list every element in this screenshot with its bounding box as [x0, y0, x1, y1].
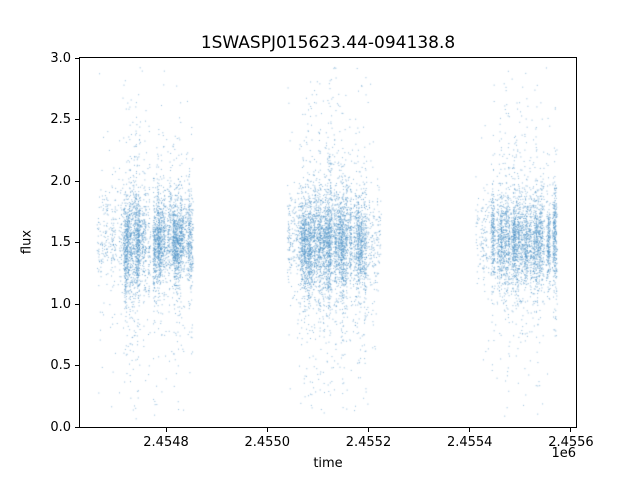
x-tick-mark: [469, 428, 471, 432]
y-tick-label: 0.0: [50, 419, 71, 435]
x-tick-label: 2.4552: [345, 435, 392, 450]
y-tick-mark: [75, 426, 79, 428]
x-tick-label: 2.4550: [244, 435, 291, 450]
y-tick-label: 1.0: [50, 296, 71, 312]
y-tick-mark: [75, 365, 79, 366]
x-tick-mark: [367, 428, 369, 432]
chart-title: 1SWASPJ015623.44-094138.8: [200, 33, 456, 53]
scatter-canvas: [80, 58, 576, 427]
y-tick-mark: [75, 242, 79, 243]
x-tick-mark: [570, 428, 572, 432]
x-tick-label: 2.4548: [143, 435, 189, 450]
y-tick-mark: [75, 303, 79, 305]
y-tick-mark: [75, 119, 79, 120]
y-tick-label: 1.5: [50, 235, 71, 250]
y-tick-mark: [75, 180, 79, 182]
x-tick-label: 2.4554: [446, 435, 493, 450]
plot-area: [79, 57, 577, 428]
x-tick-mark: [266, 428, 268, 432]
x-axis-offset-label: 1e6: [551, 446, 576, 461]
y-tick-label: 2.5: [50, 112, 71, 127]
x-tick-mark: [165, 428, 167, 432]
y-tick-mark: [75, 57, 79, 59]
y-tick-label: 3.0: [50, 50, 71, 66]
x-axis-label: time: [313, 456, 343, 471]
x-tick-label: 2.4556: [548, 435, 594, 450]
y-tick-label: 0.5: [50, 358, 71, 373]
y-tick-label: 2.0: [50, 173, 71, 189]
